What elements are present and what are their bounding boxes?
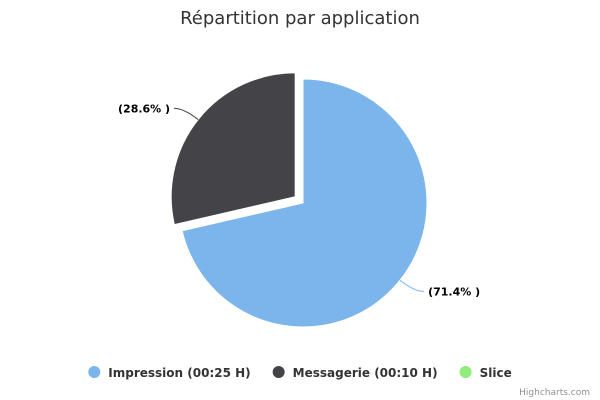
data-label-connector-messagerie-00-10-h <box>174 107 199 120</box>
data-label-connector-impression-00-25-h <box>399 279 425 292</box>
legend: Impression (00:25 H) Messagerie (00:10 H)… <box>88 366 512 380</box>
legend-item-slice[interactable]: Slice <box>459 366 512 380</box>
legend-label: Impression (00:25 H) <box>108 366 250 380</box>
pie-slices <box>170 72 428 328</box>
legend-symbol <box>272 366 285 378</box>
pie-slice-messagerie-00-10-h[interactable] <box>170 72 296 226</box>
legend-symbol <box>88 366 101 378</box>
legend-item-messagerie-00-10-h[interactable]: Messagerie (00:10 H) <box>272 366 438 380</box>
data-labels: (71.4% ) (28.6% ) <box>118 102 480 298</box>
legend-label: Messagerie (00:10 H) <box>293 366 438 380</box>
legend-label: Slice <box>480 366 512 380</box>
legend-item-impression-00-25-h[interactable]: Impression (00:25 H) <box>88 366 251 380</box>
data-label-messagerie-00-10-h: (28.6% ) <box>118 102 170 115</box>
data-label-impression-00-25-h: (71.4% ) <box>428 285 480 298</box>
legend-symbol <box>459 366 472 378</box>
credits-link[interactable]: Highcharts.com <box>519 388 590 398</box>
chart-title: Répartition par application <box>180 8 420 29</box>
